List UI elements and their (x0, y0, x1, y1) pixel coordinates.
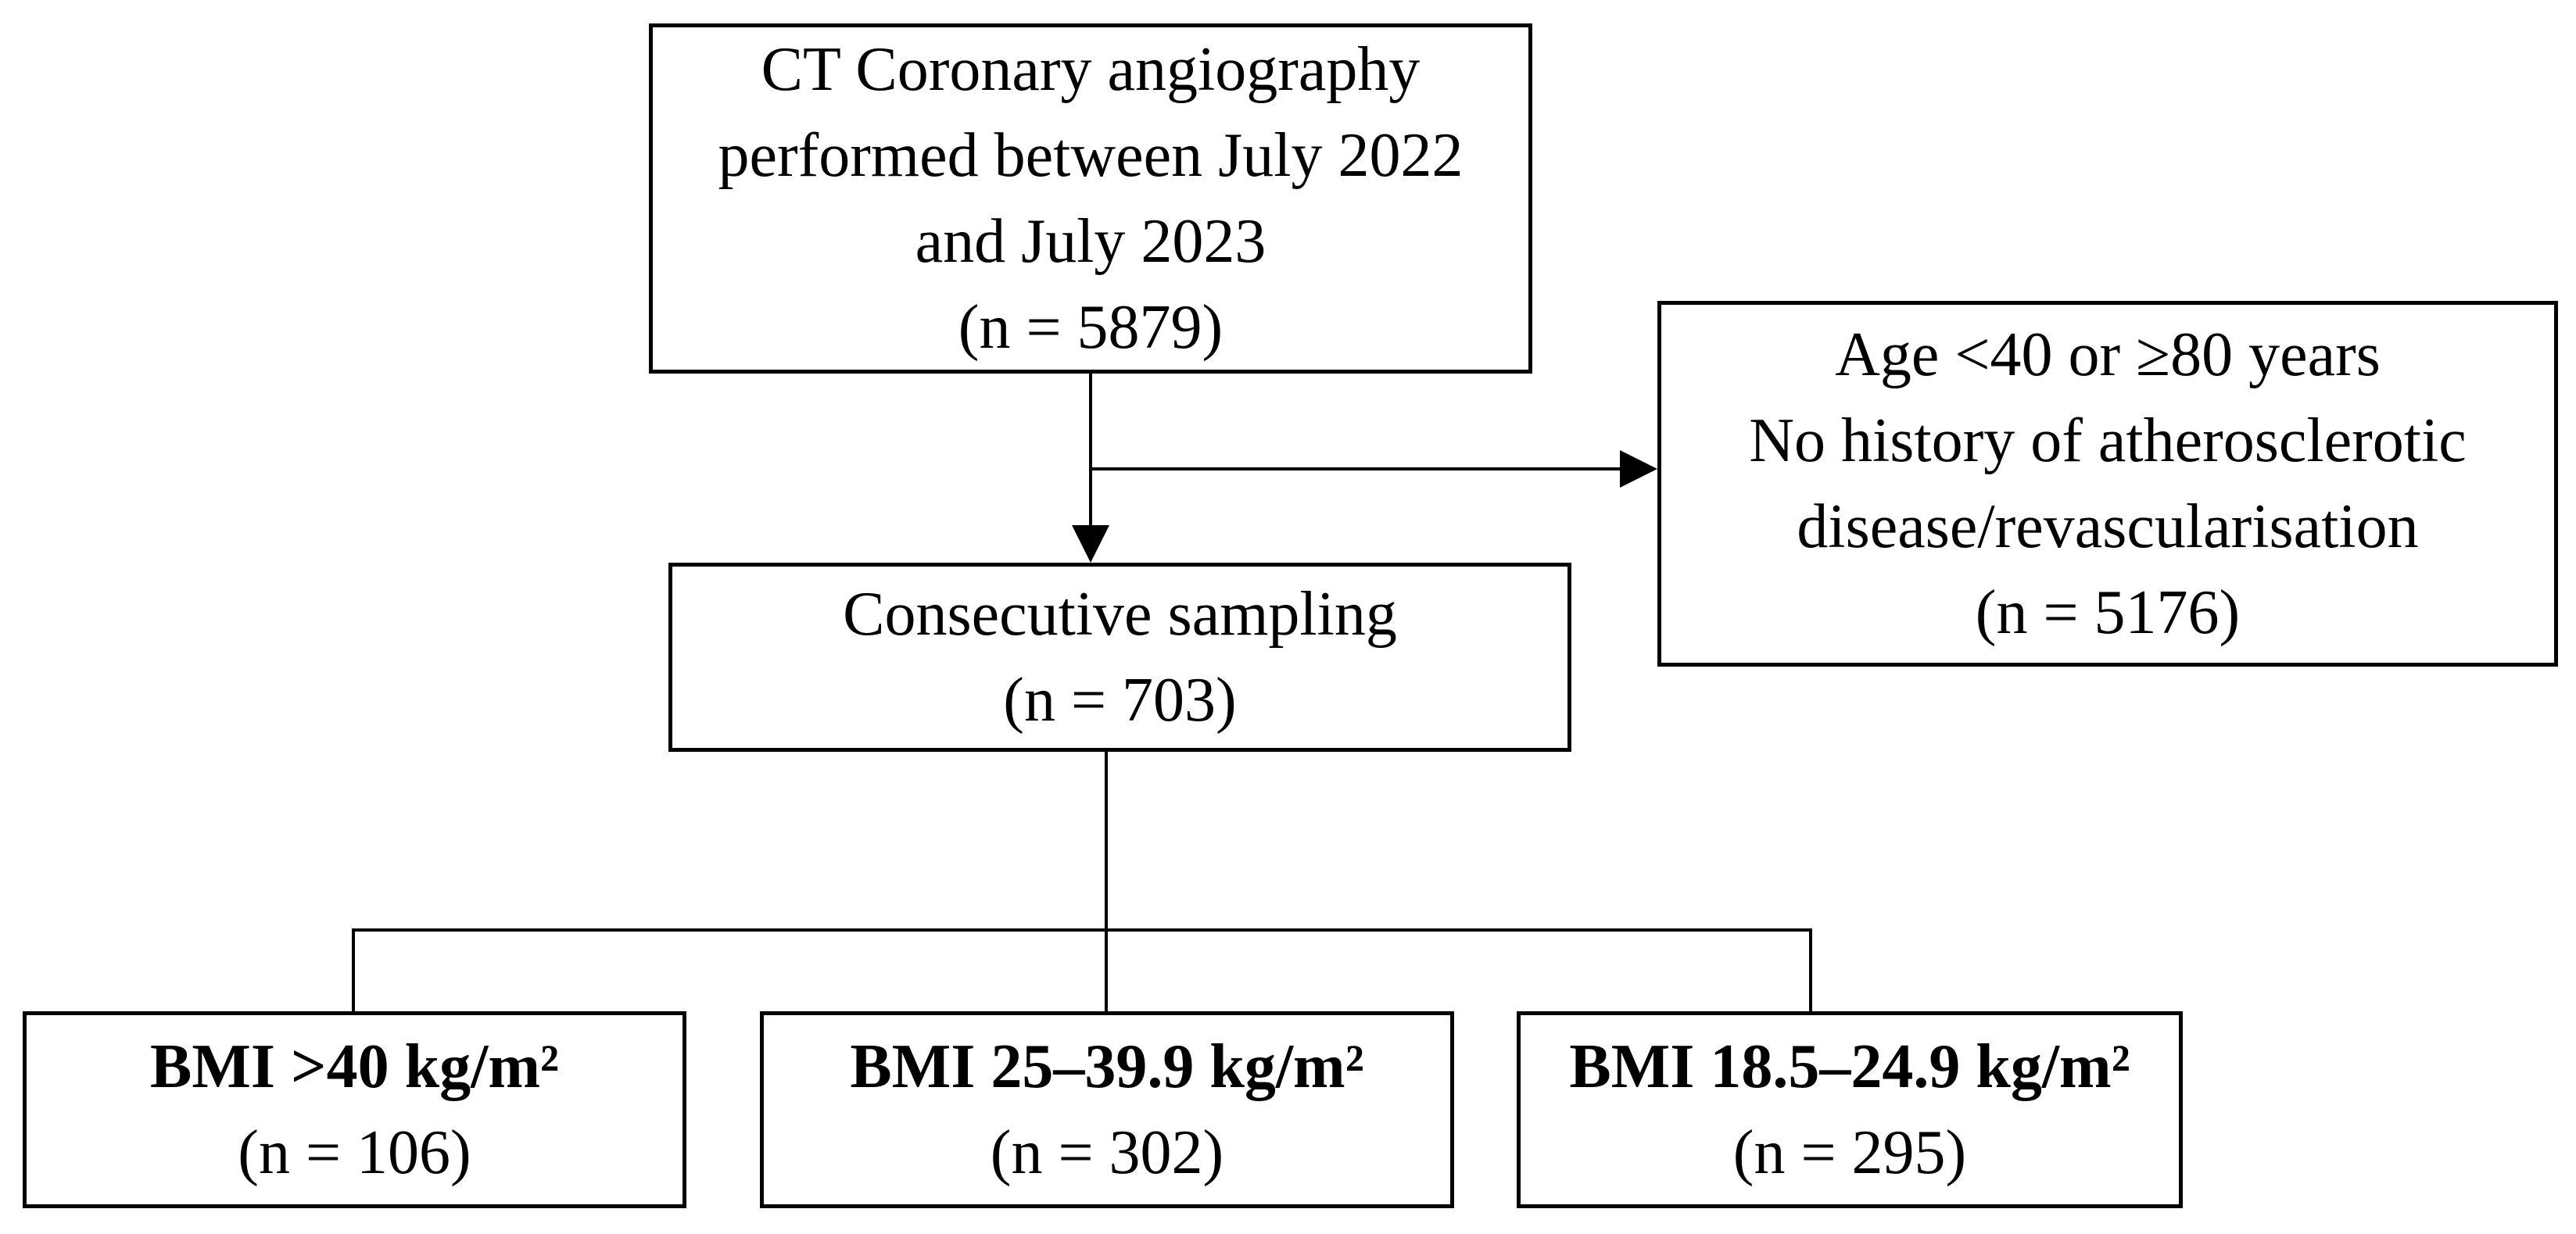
connector-drop-bmi-over-40 (352, 928, 355, 1013)
box-exclusion-criteria: Age <40 or ≥80 years No history of ather… (1657, 301, 2558, 667)
box-consecutive-sampling: Consecutive sampling (n = 703) (668, 563, 1571, 752)
bmi-25-39-title: BMI 25–39.9 kg/m² (850, 1032, 1364, 1101)
connector-branch-to-exclusion (1091, 467, 1622, 470)
exclusion-line-2: No history of atherosclerotic (1749, 406, 2467, 475)
bmi-25-39-count: (n = 302) (990, 1118, 1224, 1187)
ct-angiography-line-3: and July 2023 (915, 207, 1267, 276)
exclusion-count: (n = 5176) (1975, 578, 2241, 647)
bmi-over-40-count: (n = 106) (238, 1118, 471, 1187)
ct-angiography-count: (n = 5879) (958, 293, 1224, 362)
sampling-count: (n = 703) (1003, 666, 1237, 735)
exclusion-line-1: Age <40 or ≥80 years (1835, 320, 2381, 389)
exclusion-line-3: disease/revascularisation (1797, 492, 2419, 561)
arrowhead-down-icon (1072, 525, 1109, 563)
box-bmi-25-39: BMI 25–39.9 kg/m² (n = 302) (760, 1011, 1454, 1208)
ct-angiography-line-2: performed between July 2022 (718, 121, 1464, 190)
arrowhead-right-icon (1620, 450, 1657, 488)
bmi-18-24-count: (n = 295) (1732, 1118, 1967, 1187)
bmi-over-40-title: BMI >40 kg/m² (150, 1032, 559, 1101)
box-bmi-18-24: BMI 18.5–24.9 kg/m² (n = 295) (1517, 1011, 2183, 1208)
box-ct-angiography: CT Coronary angiography performed betwee… (649, 23, 1532, 374)
connector-sampling-to-split (1105, 752, 1108, 930)
box-bmi-over-40: BMI >40 kg/m² (n = 106) (23, 1011, 686, 1208)
connector-drop-bmi-18-24 (1809, 928, 1812, 1013)
connector-top-to-sampling (1089, 374, 1092, 531)
connector-split-bar (352, 928, 1812, 932)
bmi-18-24-title: BMI 18.5–24.9 kg/m² (1569, 1032, 2130, 1101)
connector-drop-bmi-25-39 (1105, 928, 1108, 1013)
ct-angiography-line-1: CT Coronary angiography (761, 35, 1421, 104)
sampling-line-1: Consecutive sampling (843, 580, 1397, 649)
